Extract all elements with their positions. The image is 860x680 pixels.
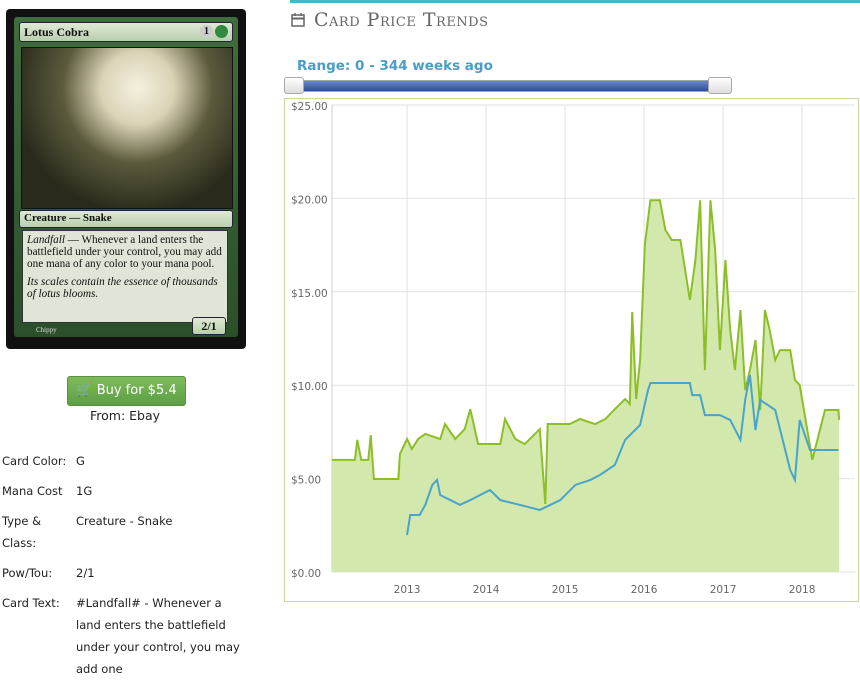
y-tick-label: $15.00 (291, 288, 328, 300)
card-artist: Chippy (36, 326, 57, 334)
detail-label: Card Color: (2, 454, 67, 468)
detail-label: Pow/Tou: (2, 566, 53, 580)
y-tick-label: $10.00 (291, 381, 328, 393)
x-tick-label: 2016 (631, 584, 658, 596)
x-tick-label: 2014 (473, 584, 500, 596)
detail-value: #Landfall# - Whenever a land enters the … (76, 596, 240, 676)
detail-row: Pow/Tou: 2/1 (0, 562, 270, 584)
detail-label: Card Text: (2, 596, 60, 610)
card-rules: Landfall — Whenever a land enters the ba… (27, 234, 223, 270)
detail-label: Type & Class: (2, 514, 42, 550)
detail-row: Type & Class: Creature - Snake (0, 510, 270, 554)
card-image: Lotus Cobra 1 Creature — Snake Landfall … (6, 9, 246, 349)
top-rule (290, 0, 860, 3)
range-handle-left[interactable] (284, 77, 304, 94)
x-tick-label: 2015 (552, 584, 579, 596)
y-tick-label: $5.00 (291, 475, 321, 487)
card-pt: 2/1 (192, 317, 226, 335)
detail-value: G (76, 454, 85, 468)
buy-button[interactable]: 🛒 Buy for $5.4 (67, 376, 186, 406)
card-type-bar: Creature — Snake (19, 210, 233, 228)
x-tick-label: 2017 (710, 584, 737, 596)
price-area (332, 200, 840, 572)
card-art (21, 47, 233, 209)
range-label: Range: 0 - 344 weeks ago (297, 58, 493, 74)
ability-word: Landfall (27, 234, 65, 246)
detail-row: Mana Cost 1G (0, 480, 270, 502)
y-tick-label: $20.00 (291, 194, 328, 206)
detail-value: 2/1 (76, 566, 95, 580)
mana-generic: 1 (200, 25, 213, 38)
detail-value: 1G (76, 484, 93, 498)
card-type: Creature — Snake (24, 212, 112, 224)
buy-label: Buy for $5.4 (96, 383, 177, 398)
card-title-bar: Lotus Cobra 1 (19, 22, 233, 42)
details: Card Color: G Mana Cost 1G Type & Class: Crea… (0, 450, 270, 680)
x-tick-label: 2013 (394, 584, 421, 596)
price-line (332, 199, 841, 505)
rules-text: — Whenever a land enters the battlefield… (27, 234, 222, 270)
x-tick-label: 2018 (789, 584, 816, 596)
card-name: Lotus Cobra (24, 25, 90, 39)
card-frame: Lotus Cobra 1 Creature — Snake Landfall … (14, 17, 238, 337)
range-track[interactable] (286, 80, 732, 92)
price-chart: $0.00 $5.00 $10.00 $15.00 $20.00 $25.00 2013 20… (284, 98, 859, 602)
y-tick-label: $25.00 (291, 101, 328, 113)
cart-icon: 🛒 (76, 383, 97, 398)
y-tick-label: $0.00 (291, 568, 321, 580)
price-line (406, 374, 839, 536)
detail-value: Creature - Snake (76, 514, 173, 528)
section-title: Card Price Trends (314, 9, 489, 31)
detail-label: Mana Cost (2, 484, 63, 498)
flavor-text: Its scales contain the essence of thousa… (27, 276, 218, 300)
mana-green (215, 25, 228, 38)
calendar-icon (291, 13, 305, 27)
card-textbox: Landfall — Whenever a land enters the ba… (22, 230, 228, 323)
buy-source: From: Ebay (89, 408, 161, 423)
detail-row: Card Text: #Landfall# - Whenever a land e… (0, 592, 270, 680)
range-handle-right[interactable] (708, 77, 732, 94)
detail-row: Card Color: G (0, 450, 270, 472)
